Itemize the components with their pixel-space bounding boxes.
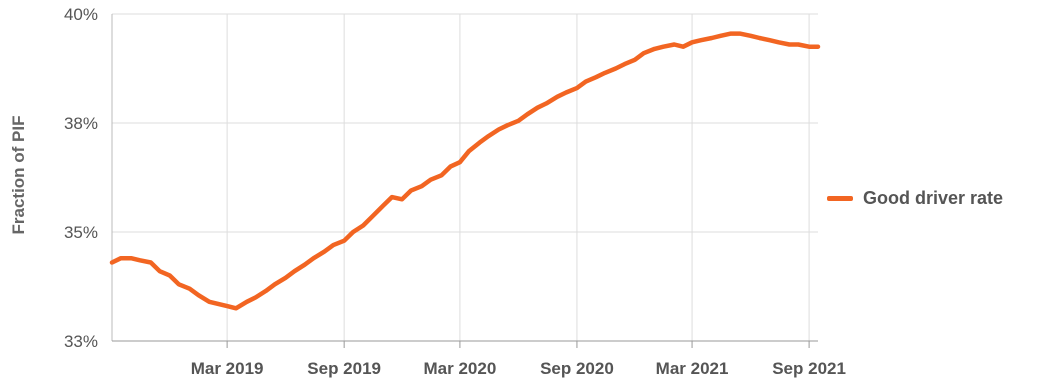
x-tick-label: Sep 2021	[772, 359, 846, 378]
series-line-good-driver-rate	[109, 31, 821, 311]
axes	[111, 14, 818, 348]
x-tick-label: Mar 2020	[424, 359, 497, 378]
y-tick-labels: 40% 38% 35% 33%	[64, 5, 98, 351]
x-tick-label: Mar 2021	[656, 359, 729, 378]
y-tick-label: 40%	[64, 5, 98, 24]
y-tick-label: 33%	[64, 332, 98, 351]
y-tick-label: 35%	[64, 223, 98, 242]
y-axis-label: Fraction of PIF	[9, 116, 28, 235]
grid-lines	[112, 13, 818, 342]
legend-label: Good driver rate	[863, 188, 1004, 208]
x-tick-label: Sep 2020	[540, 359, 614, 378]
x-tick-labels: Mar 2019 Sep 2019 Mar 2020 Sep 2020 Mar 2021…	[191, 359, 846, 378]
legend-swatch	[827, 196, 853, 201]
series-layer	[109, 31, 821, 311]
x-tick-label: Sep 2019	[307, 359, 381, 378]
x-tick-label: Mar 2019	[191, 359, 264, 378]
y-tick-label: 38%	[64, 114, 98, 133]
legend: Good driver rate	[827, 188, 1003, 209]
